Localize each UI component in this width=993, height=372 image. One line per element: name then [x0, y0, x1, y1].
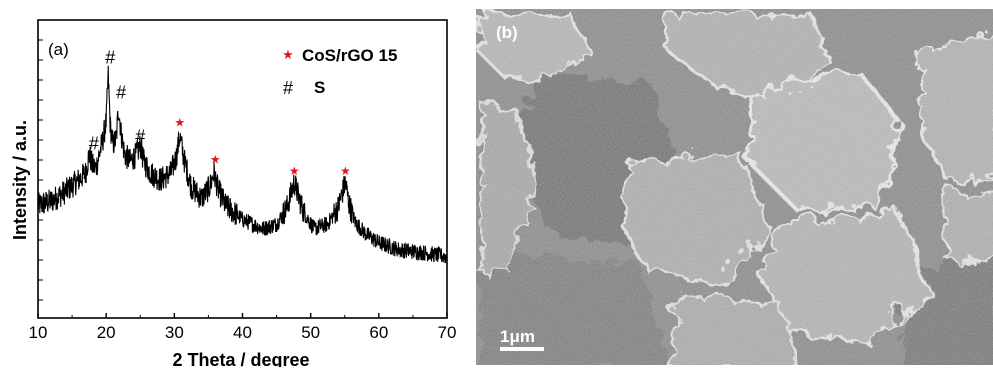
cos-peak-star-marker: ★ [289, 164, 300, 178]
x-tick-label: 30 [165, 323, 184, 342]
legend-label-s: S [314, 78, 325, 97]
s-peak-hash-marker: # [135, 127, 145, 147]
x-tick-label: 40 [233, 323, 252, 342]
legend: ★ CoS/rGO 15 # S [282, 46, 397, 98]
sem-image-panel: (b) 1μm [476, 9, 993, 365]
x-tick-label: 10 [29, 323, 48, 342]
s-peak-hash-marker: # [116, 82, 126, 102]
sem-micrograph: (b) 1μm [476, 9, 993, 365]
y-axis-ticks [38, 39, 43, 301]
cos-peak-star-marker: ★ [174, 115, 185, 129]
xrd-series-line [37, 65, 448, 264]
x-axis-label: 2 Theta / degree [172, 350, 309, 367]
series-group [37, 65, 448, 264]
legend-marker-star: ★ [282, 47, 294, 62]
legend-label-cos-rgo: CoS/rGO 15 [302, 46, 397, 65]
panel-a-label: (a) [48, 40, 69, 59]
x-tick-label: 60 [369, 323, 388, 342]
scale-bar [500, 347, 544, 351]
scale-bar-label: 1μm [500, 327, 535, 346]
cos-peak-star-marker: ★ [210, 153, 221, 167]
sem-texture [476, 9, 993, 365]
y-axis-label: Intensity / a.u. [10, 120, 30, 240]
cos-peak-star-marker: ★ [340, 164, 351, 178]
xrd-chart: 10 20 30 40 50 60 70 ####★★★ ★ (a) ★ CoS/rGO 15… [10, 19, 457, 370]
x-tick-label: 20 [97, 323, 116, 342]
peak-annotations: ####★★★ ★ [89, 47, 351, 178]
x-tick-label: 70 [438, 323, 457, 342]
legend-marker-hash: # [283, 78, 293, 98]
axis-ticks: 10 20 30 40 50 60 70 [29, 313, 457, 342]
s-peak-hash-marker: # [105, 47, 115, 67]
x-tick-label: 50 [301, 323, 320, 342]
s-peak-hash-marker: # [89, 134, 99, 154]
xrd-chart-panel: 10 20 30 40 50 60 70 # # # # ★ ★ ★ ★ (a) ★ CoS/rGO 15… [0, 0, 460, 370]
panel-b-label: (b) [496, 23, 518, 42]
